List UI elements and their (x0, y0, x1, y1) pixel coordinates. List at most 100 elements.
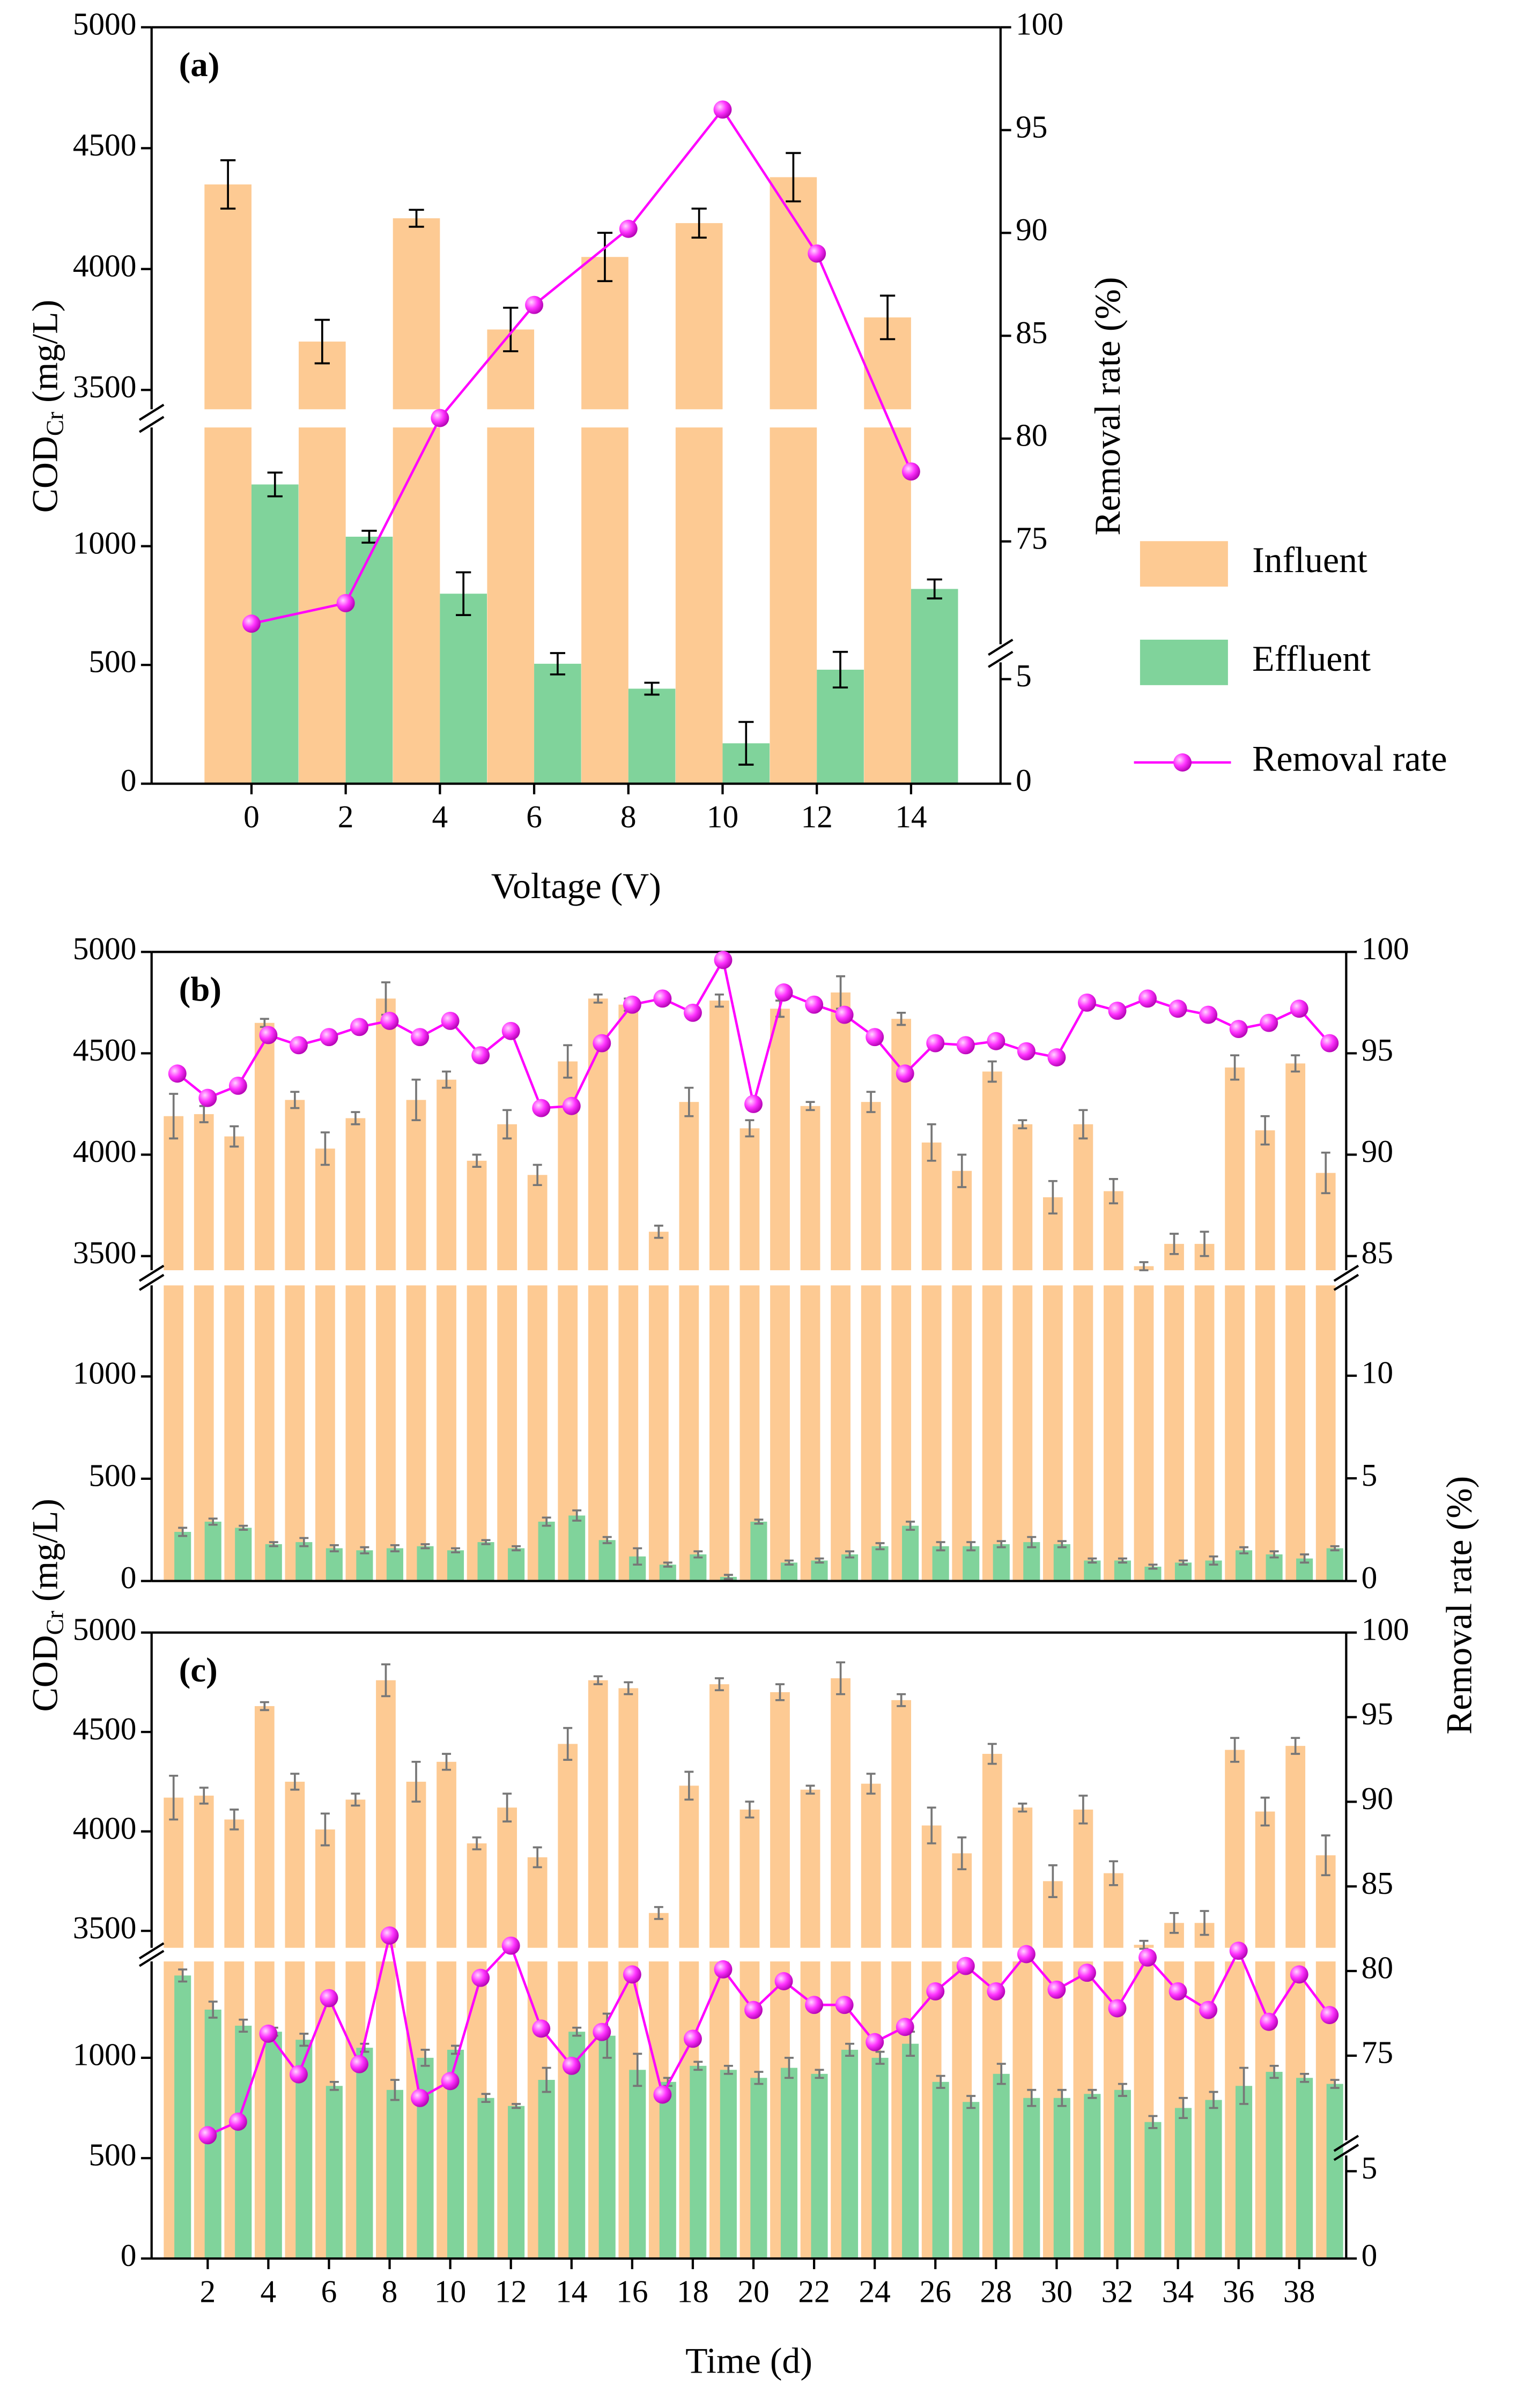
bar (588, 1680, 608, 1948)
error-bar (1330, 1545, 1340, 1552)
bar (1114, 2090, 1131, 2259)
bar (315, 1829, 335, 1948)
y-tick-label: 75 (1016, 520, 1047, 555)
x-tick-label: 16 (616, 2274, 648, 2309)
bar (750, 1521, 767, 1581)
bar (659, 2081, 676, 2259)
line-marker (1290, 1965, 1308, 1984)
line-marker (1138, 989, 1157, 1008)
bar (770, 1009, 790, 1271)
line-marker (471, 1046, 490, 1065)
error-bar (472, 1836, 482, 1850)
error-bar (208, 2001, 218, 2019)
error-bar (502, 1109, 512, 1140)
error-bar (936, 1541, 945, 1552)
bar (285, 1100, 305, 1271)
x-axis-label: Voltage (V) (491, 866, 661, 906)
line-marker (835, 1996, 854, 2014)
error-bar (1239, 2066, 1249, 2105)
error-bar (411, 1078, 421, 1122)
error-bar (1118, 2083, 1127, 2097)
line-marker (926, 1034, 945, 1053)
line-marker (501, 1936, 520, 1955)
bar (1296, 2078, 1313, 2259)
x-tick-label: 28 (980, 2274, 1012, 2309)
error-bar (512, 2103, 521, 2109)
error-bar (693, 2061, 703, 2071)
bar (1084, 1560, 1101, 1581)
line-marker (380, 1011, 399, 1030)
bar (709, 1684, 729, 1948)
error-bar (775, 1683, 785, 1701)
error-bar (269, 1541, 278, 1547)
y-tick-label: 4500 (73, 1711, 137, 1746)
bar (1225, 1285, 1245, 1581)
bar (487, 427, 535, 784)
error-bar (738, 721, 754, 766)
error-bar (1178, 1559, 1188, 1566)
bar (1104, 1285, 1123, 1581)
bar (629, 2070, 646, 2259)
bar (588, 1285, 608, 1581)
line-marker (956, 1957, 975, 1975)
line-marker (987, 1982, 1005, 2001)
error-bar (1269, 1550, 1279, 1559)
bar (648, 1285, 669, 1581)
y-tick-label: 4500 (73, 127, 137, 162)
line-marker (1108, 1999, 1127, 2018)
bar (932, 1546, 949, 1581)
bar (1164, 1285, 1184, 1581)
y-tick-label: 3500 (73, 1235, 137, 1270)
error-bar (1018, 1119, 1027, 1130)
bar (1285, 1285, 1306, 1581)
x-tick-label: 14 (895, 799, 927, 834)
y-tick-label: 5000 (73, 1611, 137, 1647)
axis-break (988, 639, 1014, 668)
y-tick-label: 500 (88, 644, 136, 679)
legend-swatch (1140, 541, 1228, 587)
axis-break (138, 1942, 165, 1967)
line-marker (1077, 993, 1096, 1012)
error-bar (593, 993, 603, 1004)
bar (235, 1528, 252, 1581)
error-bar (572, 2026, 582, 2037)
x-tick-label: 8 (382, 2274, 398, 2309)
x-tick-label: 24 (859, 2274, 890, 2309)
error-bar (1170, 1233, 1179, 1255)
x-tick-label: 30 (1041, 2274, 1073, 2309)
bar (800, 1285, 820, 1581)
error-bar (1209, 2091, 1218, 2109)
error-bar (602, 1536, 612, 1544)
error-bar (1048, 1180, 1057, 1215)
bar (477, 2098, 494, 2259)
bar (831, 1285, 851, 1581)
error-bar (472, 1153, 482, 1168)
bar (932, 2081, 949, 2259)
y-tick-label: 0 (1362, 2237, 1378, 2273)
bar (164, 1116, 184, 1271)
error-bar (684, 1086, 694, 1117)
bar (204, 184, 252, 410)
bar (467, 1160, 487, 1271)
y-tick-label: 95 (1016, 109, 1047, 144)
bar (921, 1825, 942, 1948)
error-bar (654, 1225, 663, 1239)
bar (841, 1554, 859, 1581)
error-bar (533, 1164, 542, 1187)
error-bar (1078, 1109, 1088, 1140)
bar (265, 2032, 282, 2259)
y-tick-label: 4000 (73, 248, 137, 283)
bar (406, 1100, 426, 1271)
bar (780, 1562, 798, 1581)
line-marker (320, 1028, 338, 1047)
bar (174, 1532, 191, 1581)
bar (538, 2080, 555, 2259)
error-bar (299, 1537, 309, 1547)
line-marker (714, 1960, 733, 1979)
error-bar (1321, 1834, 1330, 1877)
y-tick-label: 1000 (73, 525, 137, 560)
bar (739, 1809, 760, 1948)
bar (800, 1789, 820, 1948)
error-bar (1018, 1802, 1027, 1813)
error-bar (996, 1540, 1006, 1548)
